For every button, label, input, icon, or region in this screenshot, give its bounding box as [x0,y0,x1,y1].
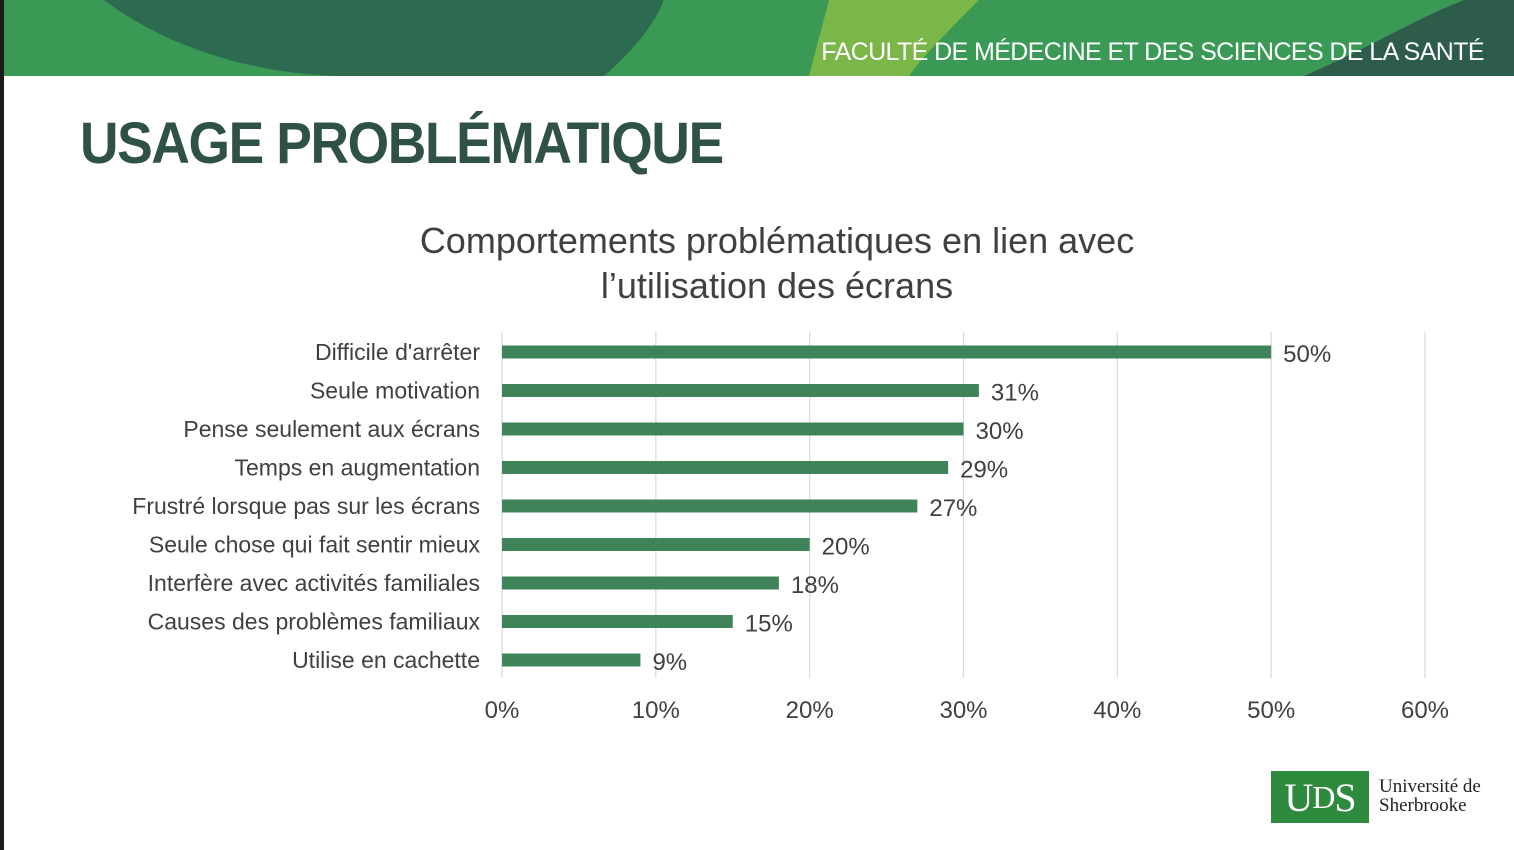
bar [502,384,979,397]
category-label: Pense seulement aux écrans [183,416,480,442]
data-label: 31% [991,380,1039,407]
x-tick-label: 30% [939,697,987,724]
banner-graphic [4,0,1514,76]
data-label: 15% [745,611,793,638]
data-label: 50% [1283,341,1331,368]
bar [502,653,641,667]
data-label: 30% [976,418,1024,445]
data-label: 20% [822,534,870,561]
data-label: 29% [960,457,1008,484]
data-label: 9% [652,649,687,676]
header-banner: FACULTÉ DE MÉDECINE ET DES SCIENCES DE L… [4,0,1514,76]
logo-mark-s: S [1334,774,1356,820]
category-label: Temps en augmentation [235,455,481,481]
x-tick-label: 50% [1247,697,1295,724]
category-label: Interfère avec activités familiales [148,570,480,596]
logo-text-line-2: Sherbrooke [1379,795,1467,816]
data-label: 18% [791,572,839,599]
page-title: USAGE PROBLÉMATIQUE [80,111,724,176]
category-label: Utilise en cachette [292,647,480,673]
category-label: Seule chose qui fait sentir mieux [149,532,481,558]
chart-title-line-1: Comportements problématiques en lien ave… [419,220,1135,261]
bar [502,576,779,590]
category-label: Seule motivation [310,378,480,404]
bar [502,345,1272,359]
bar [502,422,964,436]
logo-mark-d: D [1312,778,1335,815]
x-tick-label: 0% [485,697,520,724]
category-label: Difficile d'arrêter [315,339,480,365]
bar [502,461,949,474]
slide-left-edge [0,0,4,850]
bar [502,538,810,551]
x-tick-label: 10% [632,697,680,724]
category-label: Frustré lorsque pas sur les écrans [132,493,480,519]
category-label: Causes des problèmes familiaux [148,609,481,635]
x-tick-label: 60% [1401,697,1449,724]
logo-mark-u: U [1284,774,1313,820]
faculty-label: FACULTÉ DE MÉDECINE ET DES SCIENCES DE L… [821,38,1484,66]
logo-text: Université de Sherbrooke [1379,777,1481,815]
x-tick-label: 20% [786,697,834,724]
logo-text-line-1: Université de [1379,776,1481,797]
data-label: 27% [929,495,977,522]
x-tick-label: 40% [1093,697,1141,724]
chart-title-line-2: l’utilisation des écrans [600,265,954,306]
bar [502,499,918,513]
bar [502,615,733,628]
